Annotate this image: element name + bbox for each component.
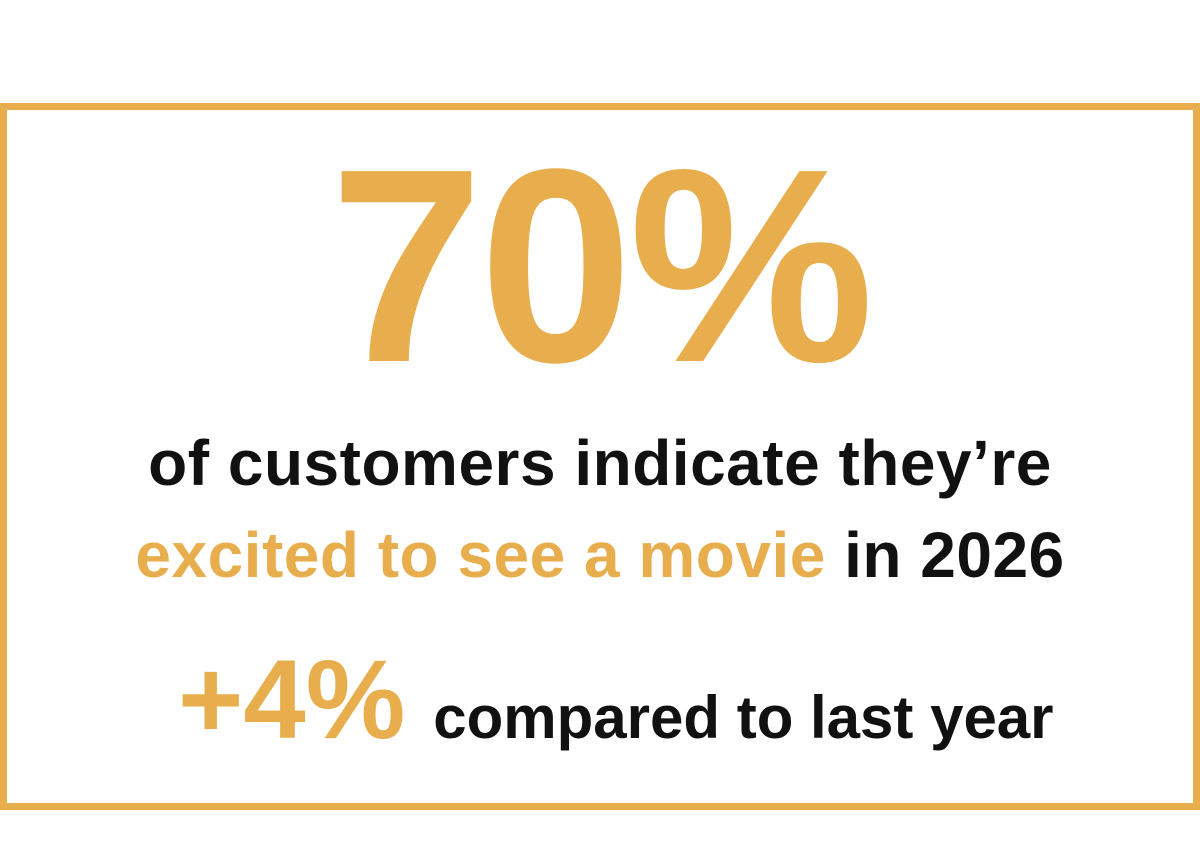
comparison: +4% compared to last year — [178, 640, 1054, 760]
infographic-frame — [0, 103, 1200, 810]
headline-percentage: 70% — [329, 112, 874, 420]
delta-percentage: +4% — [178, 637, 406, 762]
statement-year: in 2026 — [825, 519, 1065, 591]
statement-highlight: excited to see a movie — [135, 519, 826, 591]
statement-line-2: excited to see a movie in 2026 — [0, 520, 1200, 590]
delta-label: compared to last year — [433, 684, 1054, 751]
statement-line-1: of customers indicate they’re — [148, 427, 1052, 499]
